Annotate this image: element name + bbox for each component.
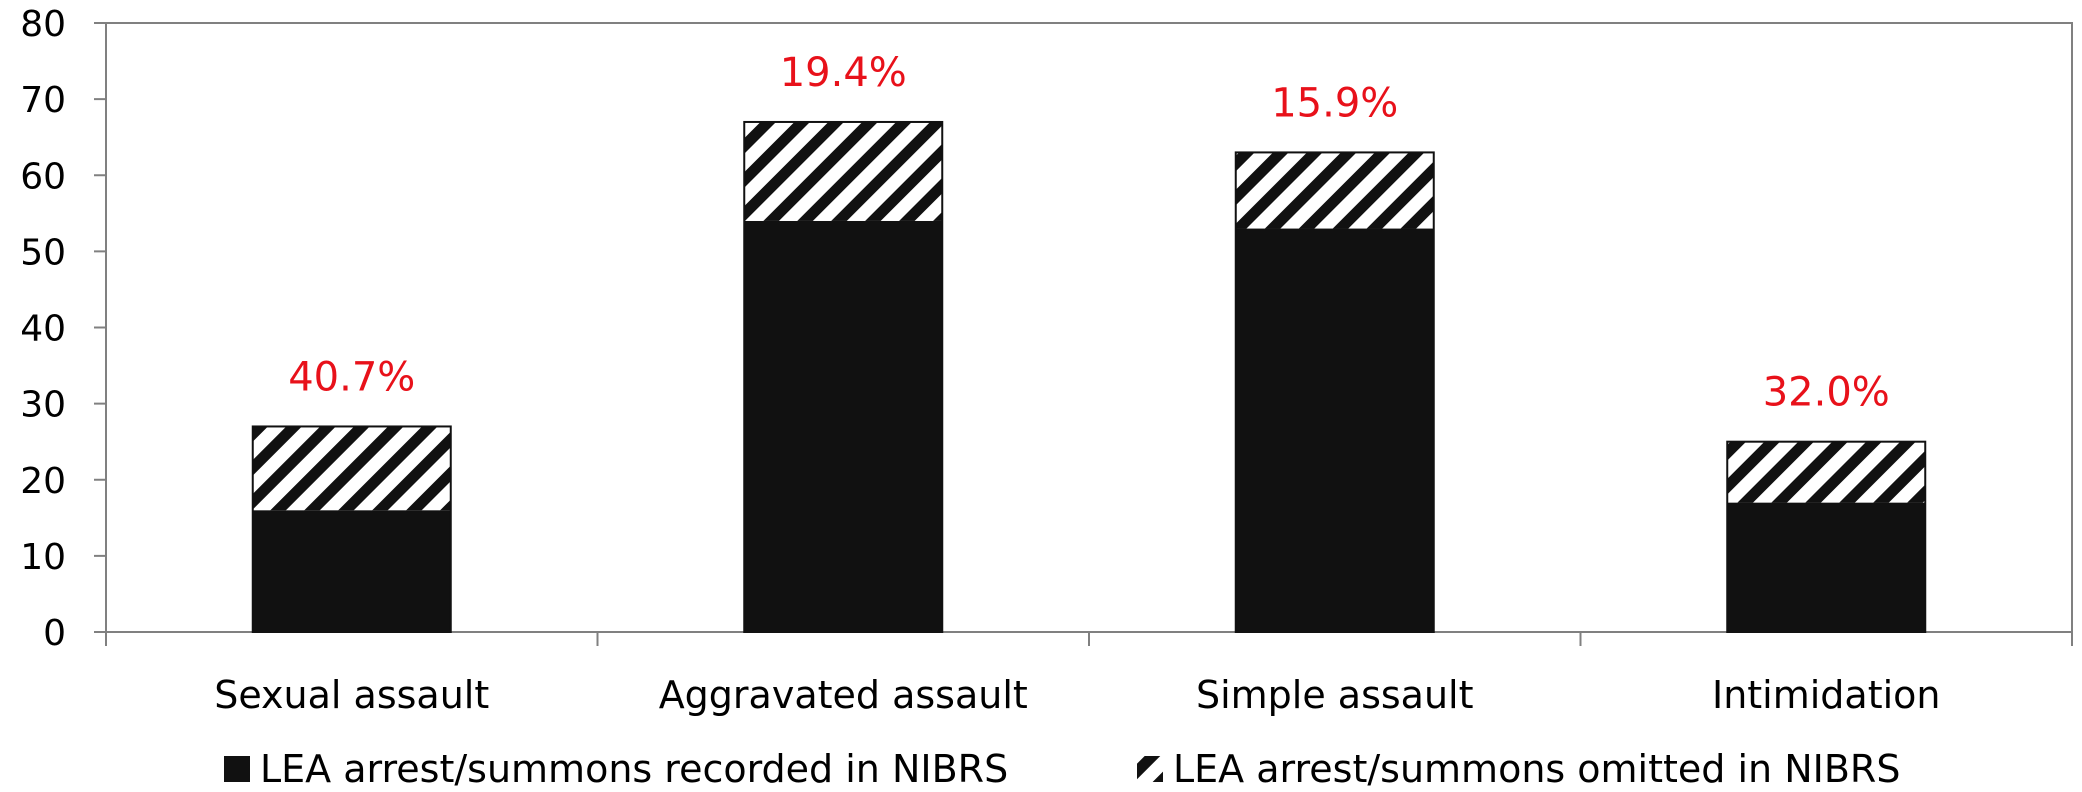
percent-annotations: 40.7% 19.4% 15.9% 32.0% <box>288 50 1890 416</box>
y-tick-label: 50 <box>20 232 66 273</box>
y-tick-label: 40 <box>20 309 66 350</box>
bar-omitted <box>1727 441 1926 503</box>
legend-label: LEA arrest/summons omitted in NIBRS <box>1173 747 1900 791</box>
bar-omitted <box>252 426 451 511</box>
bar-omitted <box>744 121 943 221</box>
x-axis: Sexual assault Aggravated assault Simple a… <box>105 632 2073 717</box>
percent-label: 19.4% <box>780 50 907 96</box>
bar-recorded <box>744 220 943 633</box>
bar-outline <box>251 425 452 633</box>
bars <box>251 120 1927 634</box>
percent-label: 32.0% <box>1763 370 1890 416</box>
y-tick-label: 60 <box>20 156 66 197</box>
y-axis: 0 10 20 30 40 50 60 70 80 <box>20 4 106 654</box>
y-tick-label: 20 <box>20 461 66 502</box>
category-label: Simple assault <box>1196 673 1474 717</box>
y-tick-label: 30 <box>20 385 66 426</box>
legend-label: LEA arrest/summons recorded in NIBRS <box>260 747 1008 791</box>
category-label: Sexual assault <box>214 673 489 717</box>
percent-label: 15.9% <box>1271 80 1398 126</box>
y-tick-label: 0 <box>43 613 66 654</box>
bar-recorded <box>1235 228 1434 632</box>
bar-outline <box>1726 440 1927 633</box>
category-label: Intimidation <box>1712 673 1941 717</box>
bar-outline <box>1234 151 1435 633</box>
bar-outline <box>743 120 944 634</box>
bar-recorded <box>252 510 451 632</box>
legend-swatch <box>224 756 250 782</box>
bar-omitted <box>1235 152 1434 229</box>
y-tick-label: 70 <box>20 80 66 121</box>
y-tick-label: 10 <box>20 537 66 578</box>
category-label: Aggravated assault <box>659 673 1028 717</box>
legend-swatch <box>1137 756 1163 782</box>
y-tick-label: 80 <box>20 4 66 45</box>
legend: LEA arrest/summons recorded in NIBRS LEA … <box>224 747 1900 791</box>
bar-recorded <box>1727 502 1926 632</box>
percent-label: 40.7% <box>288 354 415 400</box>
